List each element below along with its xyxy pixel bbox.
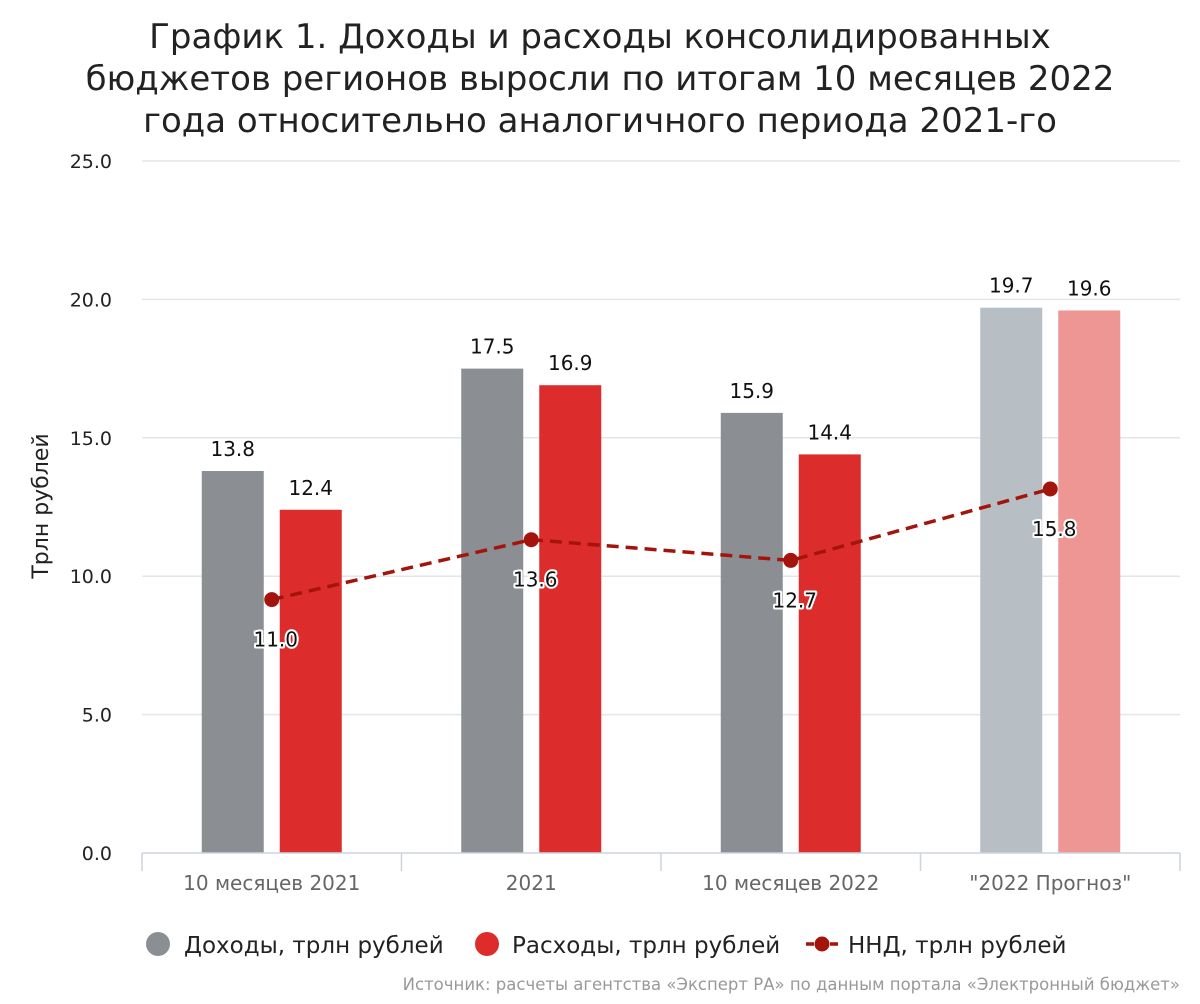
bar-series-1-cat-1 [539, 385, 602, 853]
nnd-line [271, 487, 1051, 602]
bar-series-0-cat-2 [720, 412, 783, 853]
bar-label-series-1-cat-2: 14.4 [807, 420, 852, 444]
nnd-point-1 [523, 532, 539, 548]
y-tick-label-4: 20.0 [70, 289, 112, 311]
x-tick-label-1: 2021 [506, 871, 557, 895]
bar-label-series-1-cat-0: 12.4 [288, 476, 333, 500]
y-axis-label: Трлн рублей [29, 433, 54, 579]
chart-title-line-3: года относительно аналогичного периода 2… [143, 101, 1057, 141]
x-tick-label-2: 10 месяцев 2022 [702, 871, 879, 895]
nnd-point-3 [1042, 481, 1058, 497]
legend-label-nnd: ННД, трлн рублей [848, 933, 1066, 959]
bar-series-0-cat-1 [461, 368, 524, 853]
legend: Доходы, трлн рублей Расходы, трлн рублей Н… [146, 932, 1066, 959]
legend-label-expenses: Расходы, трлн рублей [512, 933, 780, 959]
bar-label-series-0-cat-0: 13.8 [210, 437, 255, 461]
bar-series-1-cat-0 [279, 509, 342, 853]
x-tick-label-3: "2022 Прогноз" [969, 871, 1131, 895]
bar-series-1-cat-3 [1058, 310, 1121, 853]
y-tick-label-2: 10.0 [70, 566, 112, 588]
x-tick-label-0: 10 месяцев 2021 [183, 871, 360, 895]
bar-label-series-1-cat-3: 19.6 [1067, 276, 1112, 300]
bar-label-series-0-cat-3: 19.7 [989, 274, 1034, 298]
nnd-label-1: 13.6 [513, 568, 558, 592]
chart-title-line-2: бюджетов регионов выросли по итогам 10 м… [86, 59, 1115, 99]
y-tick-label-1: 5.0 [82, 705, 112, 727]
nnd-label-0: 11.0 [253, 628, 298, 652]
nnd-point-2 [783, 552, 799, 568]
y-tick-label-3: 15.0 [70, 428, 112, 450]
y-axis-ticks: 0.0 5.0 10.0 15.0 20.0 25.0 [70, 151, 112, 865]
bar-series-0-cat-3 [980, 307, 1043, 854]
bar-label-series-0-cat-1: 17.5 [470, 335, 515, 359]
y-tick-label-0: 0.0 [82, 843, 112, 865]
chart-title: График 1. Доходы и расходы консолидирова… [86, 17, 1115, 141]
legend-label-income: Доходы, трлн рублей [184, 933, 444, 959]
chart-title-line-1: График 1. Доходы и расходы консолидирова… [149, 17, 1051, 57]
bar-series-1-cat-2 [798, 454, 861, 853]
x-axis: 10 месяцев 2021 2021 10 месяцев 2022 "2022 … [141, 852, 1181, 895]
bars [201, 307, 1121, 854]
legend-marker-expenses [475, 932, 499, 956]
bar-data-labels: 13.8 12.4 17.5 16.9 15.9 14.4 19.7 19.6 [210, 274, 1111, 500]
nnd-line-series: 11.0 13.6 12.7 15.8 [251, 481, 1079, 654]
nnd-point-0 [264, 592, 280, 608]
bar-label-series-0-cat-2: 15.9 [729, 379, 774, 403]
y-tick-label-5: 25.0 [70, 151, 112, 173]
bar-label-series-1-cat-1: 16.9 [548, 351, 593, 375]
nnd-label-2: 12.7 [772, 588, 817, 612]
nnd-label-3: 15.8 [1032, 517, 1077, 541]
legend-marker-income [146, 932, 170, 956]
legend-marker-nnd-point [814, 936, 830, 952]
bar-series-0-cat-0 [201, 471, 264, 853]
source-note: Источник: расчеты агентства «Эксперт РА»… [403, 975, 1180, 994]
